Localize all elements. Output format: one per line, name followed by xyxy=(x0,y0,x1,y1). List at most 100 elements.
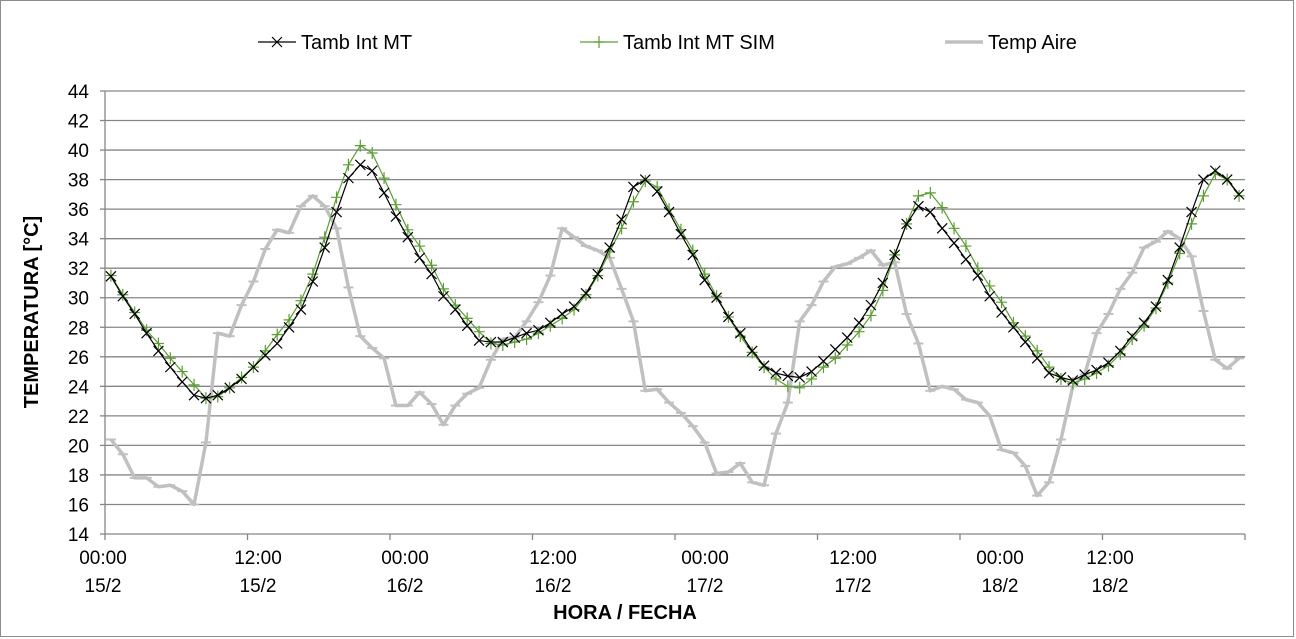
data-point xyxy=(616,214,627,225)
data-point xyxy=(164,352,176,365)
y-tick-label: 18 xyxy=(68,466,89,487)
y-tick-label: 36 xyxy=(68,200,89,221)
data-point xyxy=(224,382,236,394)
data-point xyxy=(1150,301,1162,313)
data-point xyxy=(438,290,449,302)
data-point xyxy=(794,372,806,383)
legend-marker xyxy=(271,36,283,48)
data-point xyxy=(592,269,604,282)
data-point xyxy=(1233,189,1245,202)
data-point xyxy=(105,270,117,282)
data-point xyxy=(188,389,200,401)
data-point xyxy=(414,240,426,253)
data-point xyxy=(521,327,532,339)
data-point xyxy=(378,172,390,185)
series-line xyxy=(110,164,1240,399)
data-point xyxy=(913,200,924,212)
y-tick-label: 30 xyxy=(68,289,89,310)
data-point xyxy=(912,189,924,202)
data-point xyxy=(414,252,426,264)
data-point xyxy=(699,268,711,281)
data-point xyxy=(473,325,485,338)
data-point xyxy=(164,361,176,373)
data-point xyxy=(889,249,901,261)
data-point xyxy=(639,175,651,188)
data-point xyxy=(473,335,485,346)
data-point xyxy=(176,365,188,378)
data-point xyxy=(1198,174,1209,186)
data-point xyxy=(354,139,366,152)
data-point xyxy=(556,308,568,320)
data-point xyxy=(497,336,509,348)
y-axis-title: TEMPERATURA [°C] xyxy=(21,216,43,408)
legend-item: Tamb Int MT xyxy=(258,32,412,54)
legend-item: Tamb Int MT SIM xyxy=(580,32,775,54)
data-point xyxy=(948,222,960,235)
data-point xyxy=(402,231,414,243)
data-point xyxy=(711,292,722,304)
data-point xyxy=(948,237,960,249)
data-point xyxy=(592,268,604,280)
data-point xyxy=(331,191,343,204)
x-tick-label-date: 15/2 xyxy=(85,576,122,597)
data-point xyxy=(746,345,758,357)
data-point xyxy=(877,277,889,289)
data-point xyxy=(1079,369,1091,380)
series-group xyxy=(105,139,1245,507)
data-point xyxy=(651,185,663,197)
data-point xyxy=(699,274,711,286)
data-point xyxy=(841,332,853,344)
data-point xyxy=(604,242,616,253)
data-point xyxy=(212,389,224,401)
y-tick-label: 44 xyxy=(68,82,90,103)
data-point xyxy=(996,307,1007,318)
x-tick-label-time: 00:00 xyxy=(976,548,1024,569)
data-point xyxy=(461,312,473,325)
data-point xyxy=(176,376,188,388)
x-tick-label-time: 12:00 xyxy=(234,548,282,569)
x-tick-label-date: 18/2 xyxy=(1092,576,1129,597)
data-point xyxy=(485,337,497,350)
data-point xyxy=(568,301,580,313)
series-tamb-int-mt xyxy=(105,159,1245,404)
data-point xyxy=(770,372,782,385)
data-point xyxy=(1162,274,1174,286)
data-point xyxy=(485,336,497,348)
data-point xyxy=(426,268,437,280)
data-point xyxy=(924,206,936,218)
data-point xyxy=(129,308,141,320)
y-tick-label: 26 xyxy=(68,348,89,369)
data-point xyxy=(236,373,247,385)
data-point xyxy=(153,345,164,357)
data-point xyxy=(342,158,354,171)
x-tick-label-date: 17/2 xyxy=(835,576,872,597)
data-point xyxy=(865,299,877,311)
data-point xyxy=(663,206,675,218)
series-line xyxy=(110,145,1240,399)
legend-label: Tamb Int MT xyxy=(301,32,412,54)
legend-label: Temp Aire xyxy=(988,32,1077,54)
data-point xyxy=(1031,344,1043,357)
data-point xyxy=(782,380,794,393)
data-point xyxy=(283,321,295,333)
data-point xyxy=(117,290,129,302)
data-point xyxy=(544,317,556,329)
y-tick-label: 16 xyxy=(68,495,89,516)
data-point xyxy=(533,324,544,336)
data-point xyxy=(390,211,402,222)
data-point xyxy=(152,337,164,350)
data-point xyxy=(1055,372,1067,383)
x-tick-label-time: 12:00 xyxy=(529,548,577,569)
data-point xyxy=(283,313,295,326)
data-point xyxy=(509,332,521,344)
data-point xyxy=(936,201,948,214)
y-tick-label: 20 xyxy=(68,436,89,457)
x-axis-ticks: 00:00 15/2 12:00 15/2 00:00 16/2 12:00 16/2 00:0… xyxy=(79,548,1134,597)
x-tick-label-time: 00:00 xyxy=(79,548,127,569)
y-tick-label: 42 xyxy=(68,112,89,133)
data-point xyxy=(271,338,283,349)
data-point xyxy=(343,172,354,184)
y-tick-label: 28 xyxy=(68,318,89,339)
